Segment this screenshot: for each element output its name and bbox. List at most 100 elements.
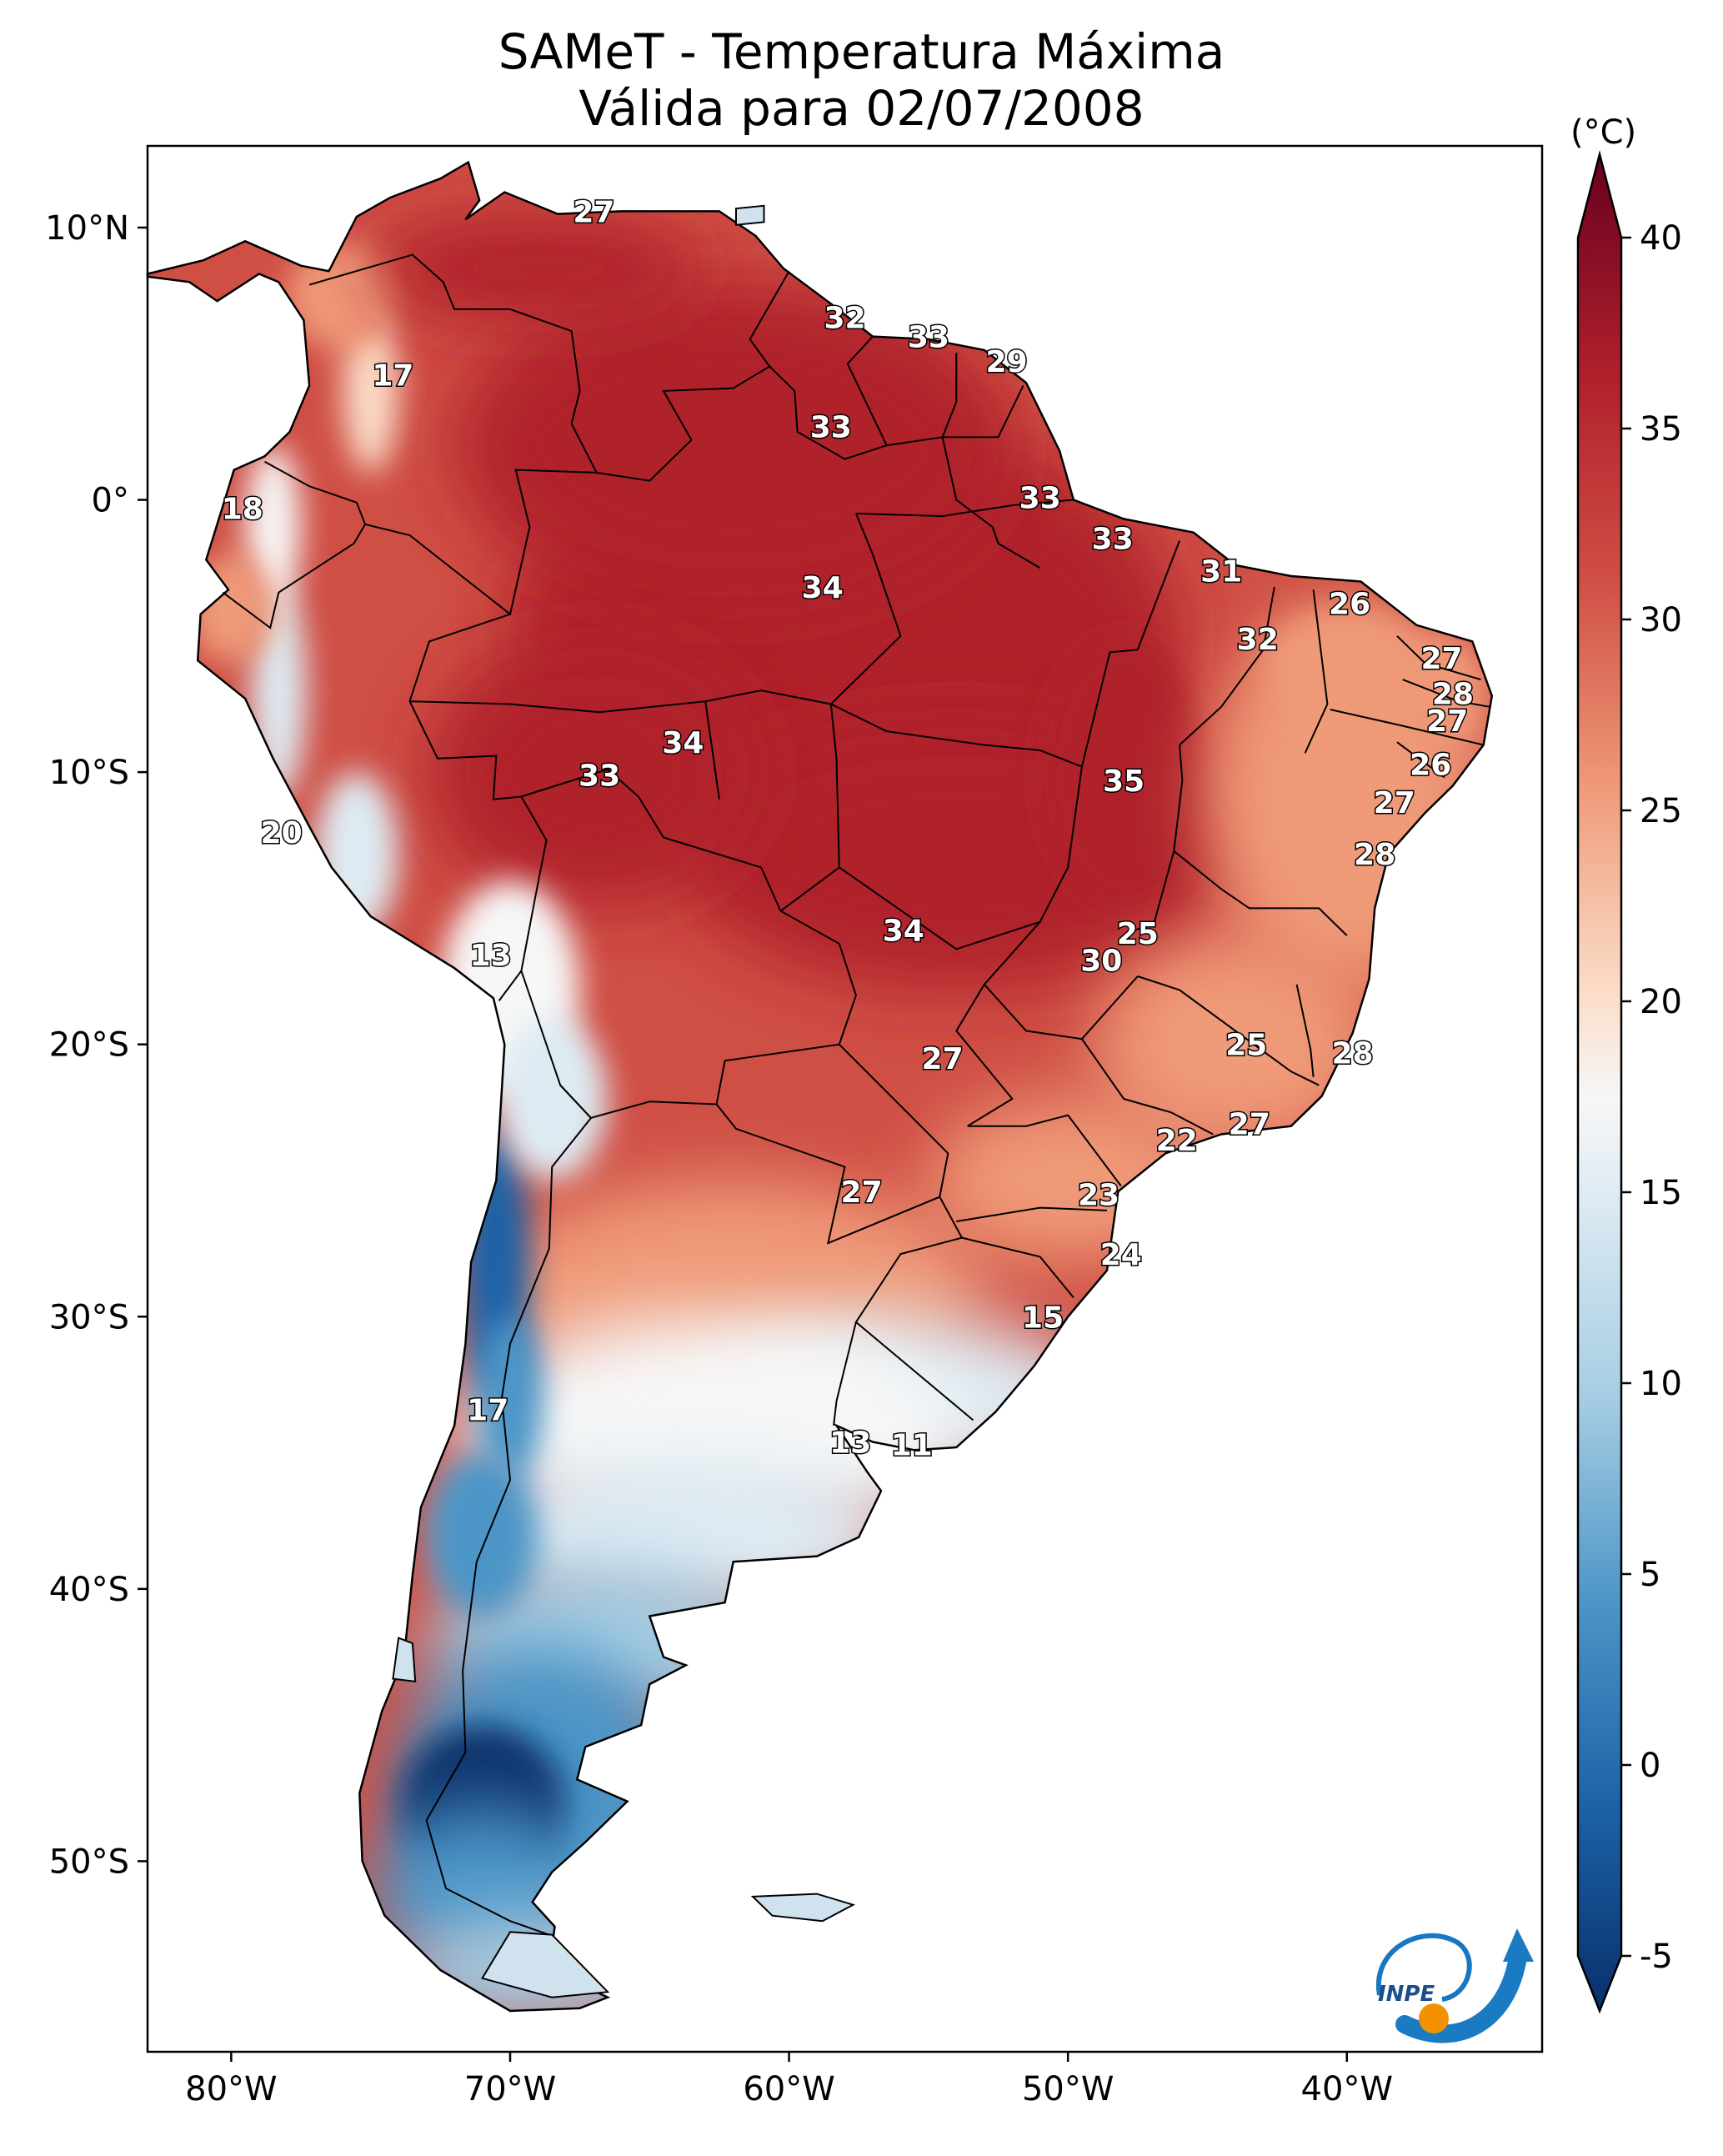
inpe-logo: INPE	[1375, 1928, 1534, 2043]
border-line	[509, 469, 597, 614]
border-line	[222, 460, 367, 629]
islands	[392, 204, 856, 1998]
station-value-label: 18	[222, 492, 263, 526]
colorbar-tick-label: 10	[1640, 1365, 1682, 1403]
border-line	[779, 704, 840, 912]
colorbar-tick-label: 15	[1640, 1174, 1682, 1212]
border-line	[1402, 679, 1490, 708]
y-tick-label: 20°S	[49, 1026, 129, 1065]
colorbar-tick-label: 25	[1640, 792, 1682, 830]
island	[750, 1893, 856, 1923]
station-value-label: 33	[579, 759, 620, 793]
border-line	[855, 499, 1074, 518]
y-tick-label: 10°N	[45, 209, 129, 248]
border-line	[941, 437, 1041, 569]
station-value-label: 11	[891, 1429, 933, 1463]
island	[392, 1637, 417, 1683]
border-line	[839, 649, 1138, 950]
border-line	[1304, 589, 1329, 754]
station-value-label: 29	[986, 345, 1028, 379]
border-line	[1136, 540, 1180, 650]
y-tick-label: 0°	[92, 482, 129, 520]
colorbar-tick-label: 0	[1640, 1747, 1660, 1785]
longitude-axis: 80°W 70°W 60°W 50°W 40°W	[185, 2052, 1393, 2108]
country-borders	[222, 253, 1490, 1936]
border-line	[1179, 586, 1275, 746]
x-tick-label: 60°W	[743, 2070, 834, 2108]
border-line	[1173, 850, 1348, 936]
station-value-label: 33	[1092, 522, 1134, 556]
border-line	[854, 1196, 974, 1421]
station-value-label: 27	[573, 195, 614, 229]
station-value-label: 26	[1329, 588, 1370, 622]
colorbar-body	[1576, 150, 1623, 2014]
x-tick-label: 70°W	[464, 2070, 556, 2108]
border-line	[961, 1236, 1074, 1299]
station-value-label: 27	[1229, 1107, 1270, 1141]
station-value-label: 28	[1354, 838, 1395, 872]
border-line	[704, 701, 720, 800]
station-value-label: 13	[829, 1426, 871, 1461]
station-value-label: 34	[883, 915, 924, 949]
station-value-label: 27	[1374, 786, 1415, 820]
colorbar-tick-label: -5	[1640, 1938, 1673, 1976]
border-line	[769, 335, 889, 460]
station-value-label: 34	[802, 571, 844, 605]
x-tick-label: 50°W	[1022, 2070, 1114, 2108]
station-value-label: 35	[1103, 765, 1144, 799]
colorbar-tick-label: 35	[1640, 410, 1682, 449]
x-tick-label: 40°W	[1301, 2070, 1393, 2108]
colorbar-ticks: -5 0 5 10 15 20 25 30 35 40	[1621, 219, 1682, 1976]
coastline	[146, 160, 1494, 2013]
station-value-label: 22	[1156, 1124, 1198, 1158]
station-value-label: 27	[841, 1176, 883, 1210]
border-line	[967, 1114, 1122, 1187]
station-value-label: 33	[908, 321, 949, 355]
island	[735, 204, 765, 226]
map-title: SAMeT - Temperatura Máxima	[498, 23, 1225, 80]
border-line	[425, 1085, 593, 1936]
border-line	[308, 253, 598, 474]
border-line	[596, 270, 790, 482]
border-line	[983, 921, 1139, 1040]
colorbar-unit-label: (°C)	[1570, 113, 1636, 152]
x-tick-label: 80°W	[185, 2070, 277, 2108]
station-value-label: 24	[1100, 1238, 1142, 1272]
border-line	[1330, 709, 1484, 746]
station-value-label: 31	[1200, 555, 1242, 589]
station-value-label: 30	[1080, 944, 1122, 978]
border-line	[955, 984, 1014, 1127]
colorbar-tick-label: 20	[1640, 983, 1682, 1021]
station-value-label: 32	[1237, 623, 1279, 657]
island	[480, 1931, 610, 1998]
station-value-label: 27	[1420, 642, 1462, 676]
station-value-label: 34	[662, 726, 704, 760]
station-value-label: 23	[1078, 1178, 1119, 1212]
station-value-label: 28	[1331, 1037, 1373, 1071]
station-value-label: 27	[922, 1042, 964, 1076]
station-value-label: 20	[261, 816, 303, 850]
colorbar: (°C) -5 0 5 10 15 20 25 30 35 40	[1570, 113, 1682, 2014]
station-value-label: 27	[1426, 704, 1468, 739]
colorbar-tick-label: 30	[1640, 601, 1682, 639]
border-line	[956, 1206, 1108, 1222]
border-line	[409, 689, 1083, 768]
map-frame	[146, 144, 1544, 2053]
station-value-label: 15	[1022, 1301, 1064, 1335]
border-line	[715, 1043, 949, 1245]
station-value-label: 25	[1117, 917, 1159, 951]
y-tick-label: 30°S	[49, 1298, 129, 1336]
border-line	[1137, 975, 1320, 1086]
colorbar-tick-label: 40	[1640, 219, 1682, 258]
station-value-label: 26	[1410, 748, 1451, 782]
station-value-label: 33	[1019, 481, 1061, 515]
colorbar-tick-label: 5	[1640, 1556, 1660, 1594]
y-tick-label: 10°S	[49, 754, 129, 792]
inpe-logo-text: INPE	[1378, 1982, 1435, 2007]
border-line	[942, 384, 1024, 439]
station-value-label: 17	[372, 358, 413, 393]
border-line	[1081, 1038, 1214, 1136]
y-tick-label: 50°S	[49, 1843, 129, 1881]
